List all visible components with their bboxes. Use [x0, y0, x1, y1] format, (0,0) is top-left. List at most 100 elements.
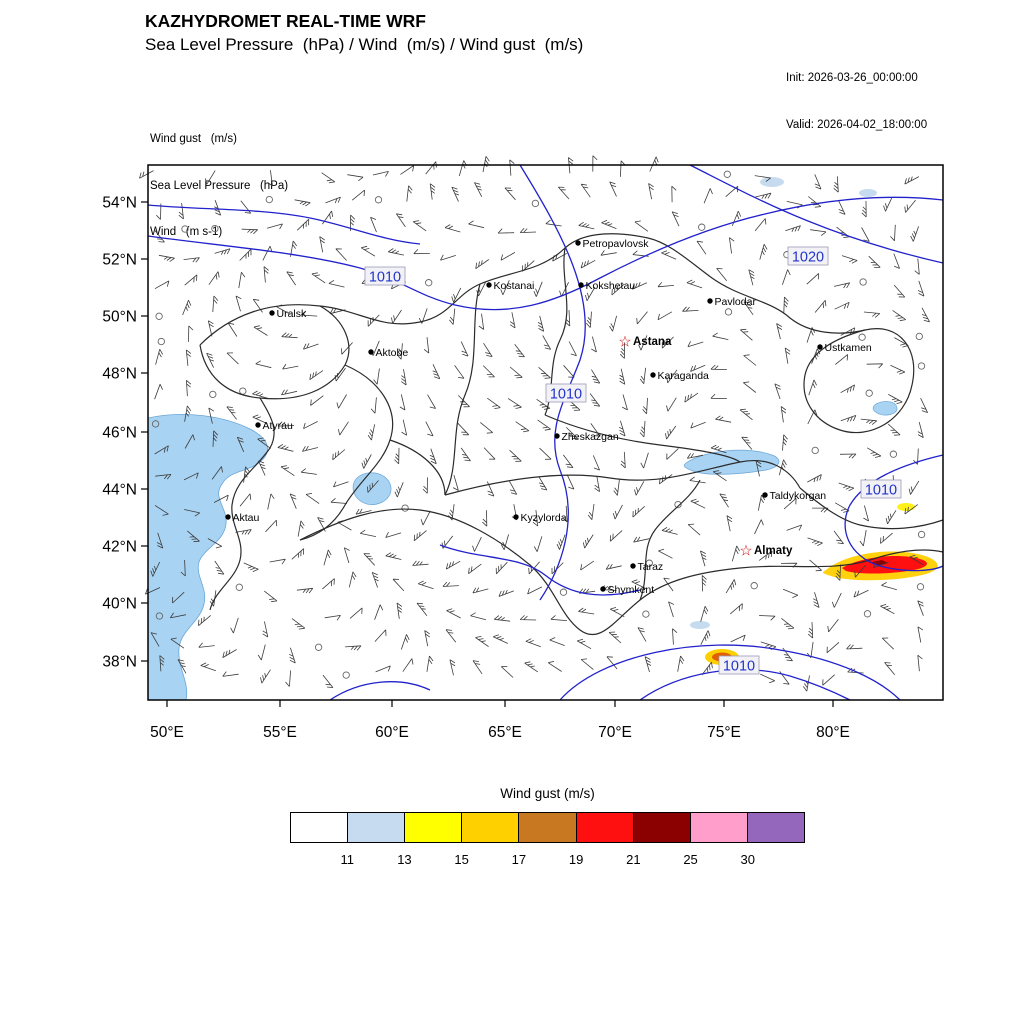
- colorbar-swatch: [348, 813, 406, 842]
- city-dot: [513, 514, 519, 520]
- colorbar-tick-label: 15: [454, 852, 469, 867]
- colorbar-tick-label: 13: [397, 852, 412, 867]
- colorbar-tick-label: 19: [568, 852, 584, 867]
- pressure-label: 1020: [792, 250, 824, 266]
- city-dot: [269, 310, 275, 316]
- pressure-label-box: [718, 655, 760, 675]
- gust-patch: [760, 177, 784, 187]
- aral-sea: [352, 472, 392, 505]
- city-dot: [600, 586, 606, 592]
- capital-star-icon: ☆: [739, 543, 752, 560]
- pressure-label: 1010: [369, 270, 401, 286]
- lat-label: 44°N: [102, 482, 137, 499]
- colorbar-swatches: [290, 812, 805, 843]
- lake-balkhash: [683, 449, 780, 475]
- city-label: Uralsk: [277, 308, 308, 320]
- pressure-label-box: [787, 246, 829, 266]
- city-dot: [578, 282, 584, 288]
- city-label: Petropavlovsk: [583, 238, 650, 250]
- lat-label: 54°N: [102, 195, 137, 212]
- lat-label: 46°N: [102, 425, 137, 442]
- gust-patch: [842, 556, 927, 574]
- lat-label: 52°N: [102, 252, 137, 269]
- lat-label: 50°N: [102, 309, 137, 326]
- run-times: Init: 2026-03-26_00:00:00 Valid: 2026-04…: [786, 40, 927, 149]
- city-label: Almaty: [754, 545, 793, 557]
- city-label: Taldykorgan: [770, 490, 827, 502]
- city-dot: [554, 433, 560, 439]
- city-dot: [650, 372, 656, 378]
- lat-label: 40°N: [102, 596, 137, 613]
- colorbar-swatch: [747, 813, 804, 842]
- colorbar-swatch: [576, 813, 634, 842]
- city-label: Karaganda: [658, 370, 710, 382]
- colorbar-swatch: [462, 813, 520, 842]
- city-label: Kyzylorda: [521, 512, 567, 524]
- valid-time: Valid: 2026-04-02_18:00:00: [786, 118, 928, 131]
- colorbar-swatch: [519, 813, 577, 842]
- city-label: Pavlodar: [715, 296, 757, 308]
- legend-line-windgust: Wind gust (m/s): [150, 133, 237, 145]
- colorbar-swatch: [405, 813, 463, 842]
- lon-label: 65°E: [488, 724, 522, 741]
- city-label: Aktobe: [376, 347, 409, 359]
- pressure-label: 1010: [550, 387, 582, 403]
- pressure-label: 1010: [865, 483, 897, 499]
- colorbar-title: Wind gust (m/s): [500, 786, 595, 801]
- city-dot: [707, 298, 713, 304]
- city-dot: [486, 282, 492, 288]
- city-dot: [762, 492, 768, 498]
- city-dot: [225, 514, 231, 520]
- gust-patch: [690, 621, 710, 629]
- city-label: Atyrau: [263, 420, 294, 432]
- city-label: Kokshetau: [586, 280, 636, 292]
- lat-label: 38°N: [102, 654, 137, 671]
- lon-label: 80°E: [816, 724, 850, 741]
- legend-line-wind: Wind (m s-1): [150, 226, 223, 238]
- colorbar-tick-labels: 11 13 15 17 19 21 25 30: [290, 852, 805, 870]
- pressure-label-box: [364, 266, 406, 286]
- legend-line-slp: Sea Level Pressure (hPa): [150, 179, 289, 192]
- cities: Petropavlovsk Kostanai Kokshetau Pavlodar Ur…: [225, 238, 872, 596]
- map-variable-legend: Wind gust (m/s) Sea Level Pressure (hPa)…: [150, 101, 288, 256]
- colorbar-swatch: [633, 813, 691, 842]
- lon-label: 75°E: [707, 724, 741, 741]
- page-title: KAZHYDROMET REAL-TIME WRF: [145, 11, 426, 31]
- city-dot: [255, 422, 261, 428]
- colorbar: Wind gust (m/s) 11 13 15 17 19 21 25 30: [290, 786, 805, 886]
- colorbar-tick-label: 17: [511, 852, 527, 867]
- pressure-labels: 1010 1020 1010 1010 1010: [364, 246, 902, 675]
- colorbar-swatch: [690, 813, 748, 842]
- city-label: Astana: [633, 336, 672, 348]
- lon-label: 60°E: [375, 724, 409, 741]
- map-border: [147, 164, 944, 701]
- capital-star-icon: ☆: [618, 334, 631, 351]
- init-time: Init: 2026-03-26_00:00:00: [786, 72, 918, 84]
- gust-patch: [859, 189, 877, 197]
- caspian-sea: [147, 414, 268, 701]
- pressure-label: 1010: [723, 659, 755, 675]
- city-label: Ustkamen: [825, 342, 872, 354]
- city-dot: [817, 344, 823, 350]
- city-label: Shymkent: [608, 584, 655, 596]
- lon-label: 70°E: [598, 724, 632, 741]
- lake-zaysan: [872, 401, 898, 416]
- axes: 54°N 52°N 50°N 48°N 46°N 44°N 42°N 40°N 38°N 50°E…: [102, 195, 850, 742]
- colorbar-swatch: [291, 813, 349, 842]
- pressure-label-box: [860, 479, 902, 499]
- lat-label: 48°N: [102, 366, 137, 383]
- colorbar-tick-label: 11: [340, 852, 354, 867]
- city-dot: [630, 563, 636, 569]
- colorbar-tick-label: 30: [740, 852, 755, 867]
- pressure-contours: [147, 164, 944, 701]
- page-subtitle: Sea Level Pressure (hPa) / Wind (m/s) / …: [145, 35, 584, 54]
- lon-label: 50°E: [150, 724, 184, 741]
- water-bodies: [147, 401, 898, 701]
- colorbar-tick-label: 25: [683, 852, 698, 867]
- gust-patch: [897, 503, 915, 511]
- map-frame: [147, 164, 944, 701]
- city-label: Aktau: [233, 512, 260, 524]
- pressure-label-box: [545, 383, 587, 403]
